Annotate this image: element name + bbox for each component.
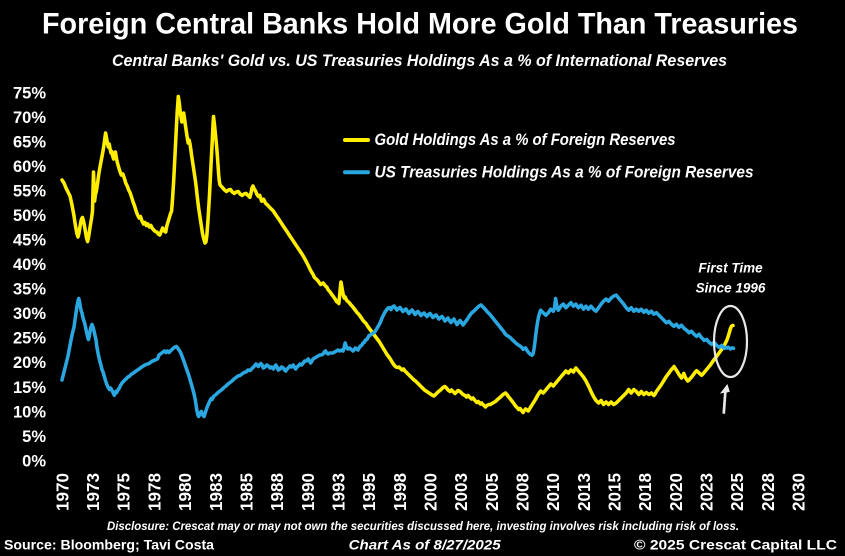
svg-text:50%: 50%	[13, 207, 46, 225]
svg-text:2030: 2030	[789, 473, 809, 511]
svg-text:35%: 35%	[13, 281, 46, 299]
svg-text:55%: 55%	[13, 183, 46, 201]
svg-text:1995: 1995	[359, 473, 379, 511]
svg-text:45%: 45%	[13, 232, 46, 250]
svg-text:2003: 2003	[451, 473, 471, 511]
svg-text:1973: 1973	[83, 473, 103, 511]
svg-text:Disclosure: Crescat may or may: Disclosure: Crescat may or may not own t…	[107, 519, 739, 533]
svg-text:2020: 2020	[666, 473, 686, 511]
svg-text:1980: 1980	[175, 473, 195, 511]
svg-text:40%: 40%	[13, 256, 46, 274]
svg-text:2010: 2010	[543, 473, 563, 511]
svg-text:1988: 1988	[267, 473, 287, 511]
svg-text:1993: 1993	[328, 473, 348, 511]
svg-text:1990: 1990	[298, 473, 318, 511]
svg-text:First Time: First Time	[698, 261, 763, 276]
svg-text:2025: 2025	[727, 473, 747, 511]
svg-text:2015: 2015	[605, 473, 625, 511]
svg-text:25%: 25%	[13, 330, 46, 348]
svg-text:Foreign Central Banks Hold Mor: Foreign Central Banks Hold More Gold Tha…	[42, 8, 798, 41]
svg-text:75%: 75%	[13, 84, 46, 102]
svg-text:Source: Bloomberg; Tavi Costa: Source: Bloomberg; Tavi Costa	[4, 537, 214, 553]
svg-text:Gold Holdings As a % of Foreig: Gold Holdings As a % of Foreign Reserves	[375, 131, 676, 149]
svg-text:1985: 1985	[236, 473, 256, 511]
svg-text:1970: 1970	[52, 473, 72, 511]
svg-text:© 2025 Crescat Capital LLC: © 2025 Crescat Capital LLC	[634, 537, 837, 553]
svg-text:2000: 2000	[420, 473, 440, 511]
svg-text:70%: 70%	[13, 109, 46, 127]
svg-text:2018: 2018	[635, 473, 655, 511]
svg-text:10%: 10%	[13, 403, 46, 421]
svg-text:2028: 2028	[758, 473, 778, 511]
svg-text:5%: 5%	[22, 428, 46, 446]
svg-text:60%: 60%	[13, 158, 46, 176]
svg-text:Chart As of 8/27/2025: Chart As of 8/27/2025	[349, 537, 501, 553]
svg-text:2008: 2008	[513, 473, 533, 511]
svg-text:1998: 1998	[390, 473, 410, 511]
svg-text:Since 1996: Since 1996	[696, 281, 766, 296]
svg-text:65%: 65%	[13, 133, 46, 151]
svg-text:0%: 0%	[22, 452, 46, 470]
svg-text:1975: 1975	[114, 473, 134, 511]
svg-text:1978: 1978	[144, 473, 164, 511]
svg-text:2005: 2005	[482, 473, 502, 511]
svg-text:1983: 1983	[206, 473, 226, 511]
svg-text:2023: 2023	[697, 473, 717, 511]
svg-text:2013: 2013	[574, 473, 594, 511]
svg-text:15%: 15%	[13, 379, 46, 397]
svg-text:Central Banks' Gold vs. US Tre: Central Banks' Gold vs. US Treasuries Ho…	[112, 51, 727, 70]
svg-text:US Treasuries Holdings As a %: US Treasuries Holdings As a % of Foreign…	[375, 163, 754, 181]
svg-text:20%: 20%	[13, 354, 46, 372]
svg-text:30%: 30%	[13, 305, 46, 323]
